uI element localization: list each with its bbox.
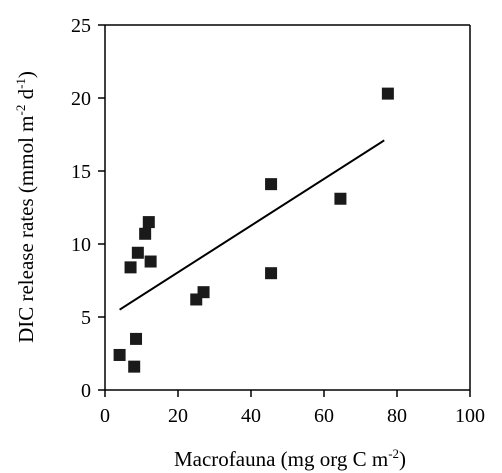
data-point <box>128 360 141 373</box>
data-points <box>113 87 394 373</box>
y-axis-title-sup2: -1 <box>13 78 28 89</box>
data-point <box>265 267 278 280</box>
y-tick-label: 20 <box>71 88 91 110</box>
data-point <box>381 87 394 100</box>
x-tick-label: 80 <box>387 405 407 427</box>
y-tick-label: 25 <box>71 15 91 37</box>
data-point <box>131 246 144 259</box>
axes <box>104 24 471 391</box>
x-ticks: 0 20 40 60 80 100 <box>100 390 485 427</box>
x-axis-title-end: ) <box>399 447 406 471</box>
x-axis-title-sup: -2 <box>388 446 399 461</box>
y-tick-label: 15 <box>71 161 91 183</box>
x-tick-label: 40 <box>241 405 261 427</box>
x-tick-label: 0 <box>100 405 110 427</box>
y-axis-title-end: ) <box>14 71 38 78</box>
y-ticks: 0 5 10 15 20 25 <box>71 15 105 402</box>
y-axis-title: DIC release rates (mmol m-2 d-1) <box>13 71 38 343</box>
x-axis-title: Macrofauna (mg org C m-2) <box>174 446 406 471</box>
y-tick-label: 10 <box>71 234 91 256</box>
x-axis-title-main: Macrofauna (mg org C m <box>174 447 388 471</box>
trendline <box>119 139 385 311</box>
data-point <box>197 286 210 299</box>
y-axis-title-sup1: -2 <box>13 105 28 116</box>
y-axis-title-part2: d <box>14 88 38 104</box>
data-point <box>113 348 126 361</box>
x-tick-label: 60 <box>314 405 334 427</box>
data-point <box>265 178 278 191</box>
x-tick-label: 20 <box>168 405 188 427</box>
data-point <box>142 216 155 229</box>
y-tick-label: 5 <box>81 307 91 329</box>
y-tick-label: 0 <box>81 380 91 402</box>
data-point <box>144 255 157 268</box>
data-point <box>124 261 137 274</box>
data-point <box>139 227 152 240</box>
x-tick-label: 100 <box>455 405 485 427</box>
data-point <box>334 192 347 205</box>
y-axis-title-part1: DIC release rates (mmol m <box>14 116 38 343</box>
trendline-group <box>119 139 385 311</box>
data-point <box>130 332 143 345</box>
